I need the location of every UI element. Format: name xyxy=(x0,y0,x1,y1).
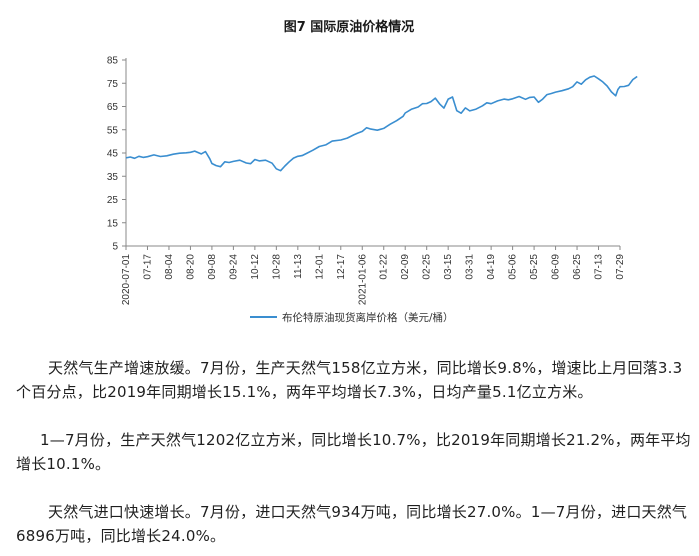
x-tick-label: 05-06 xyxy=(508,254,519,280)
x-tick-label: 09-08 xyxy=(207,254,218,280)
x-tick-label: 07-29 xyxy=(615,254,626,280)
x-tick-label: 07-13 xyxy=(594,254,605,280)
series-line-brent xyxy=(125,75,638,172)
y-tick-label: 25 xyxy=(107,195,119,206)
y-tick-label: 5 xyxy=(112,242,118,253)
legend-label: 布伦特原油现货离岸价格（美元/桶） xyxy=(282,311,454,324)
y-tick-label: 45 xyxy=(107,149,119,160)
y-tick-label: 55 xyxy=(107,125,119,136)
y-tick-label: 15 xyxy=(107,218,119,229)
chart-title: 图7 国际原油价格情况 xyxy=(284,19,415,35)
x-tick-label: 06-09 xyxy=(551,254,562,280)
y-tick-label: 35 xyxy=(107,172,119,183)
x-tick-label: 02-25 xyxy=(422,254,433,280)
x-tick-label: 08-04 xyxy=(164,254,175,280)
x-tick-label: 09-24 xyxy=(228,254,239,280)
x-tick-label: 07-17 xyxy=(142,254,153,280)
y-tick-label: 85 xyxy=(107,56,119,67)
oil-price-chart: 图7 国际原油价格情况 5 15 25 35 45 55 65 75 85 2020-07-01 07… xyxy=(107,19,638,324)
x-tick-label: 2020-07-01 xyxy=(121,254,132,306)
paragraph-gas-production: 天然气生产增速放缓。7月份，生产天然气158亿立方米，同比增长9.8%，增速比上… xyxy=(16,359,683,401)
x-tick-label: 2021-01-06 xyxy=(357,254,368,306)
x-tick-label: 02-09 xyxy=(400,254,411,280)
paragraph-gas-import: 天然气进口快速增长。7月份，进口天然气934万吨，同比增长27.0%。1—7月份… xyxy=(16,503,688,545)
x-tick-label: 03-15 xyxy=(443,254,454,280)
y-tick-label: 65 xyxy=(107,102,119,113)
x-tick-label: 10-12 xyxy=(250,254,261,280)
x-tick-label: 04-19 xyxy=(486,254,497,280)
x-tick-label: 01-22 xyxy=(379,254,390,280)
line-chart-svg: 图7 国际原油价格情况 5 15 25 35 45 55 65 75 85 2020-07-01 07… xyxy=(107,19,638,324)
x-tick-label: 11-13 xyxy=(293,254,304,279)
x-tick-label: 03-31 xyxy=(465,254,476,280)
x-tick-label: 12-01 xyxy=(314,254,325,280)
x-tick-label: 06-25 xyxy=(572,254,583,280)
x-tick-label: 05-25 xyxy=(529,254,540,280)
x-tick-label: 10-28 xyxy=(271,254,282,280)
x-tick-label: 08-20 xyxy=(185,254,196,280)
paragraph-gas-ytd: 1—7月份，生产天然气1202亿立方米，同比增长10.7%，比2019年同期增长… xyxy=(16,431,691,473)
y-tick-label: 75 xyxy=(107,79,119,90)
x-tick-label: 12-17 xyxy=(336,254,347,280)
